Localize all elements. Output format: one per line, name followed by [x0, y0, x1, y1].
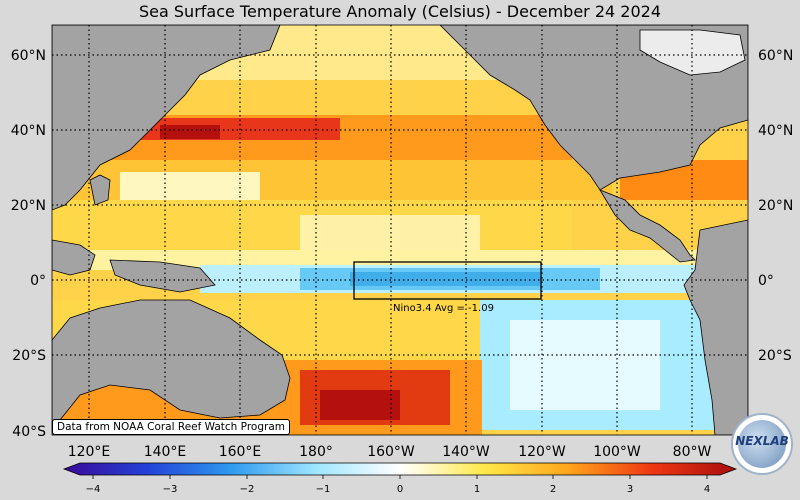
colorbar-tick-label: −3 [163, 484, 178, 495]
lat-label: 20°N [758, 198, 793, 214]
colorbar: −4 −3 −2 −1 0 1 2 3 4 [62, 462, 738, 495]
lon-label: 160°W [367, 444, 415, 460]
lon-label: 120°E [68, 444, 111, 460]
logo-text: NEXLAB [735, 434, 789, 448]
globe-icon [738, 420, 786, 468]
lat-label: 20°N [11, 198, 46, 214]
lat-label: 60°N [758, 48, 793, 64]
lat-label: 40°S [12, 424, 46, 440]
lat-labels-left: 60°N 40°N 20°N 0° 20°S 40°S [11, 48, 46, 440]
colorbar-tick-label: −4 [86, 484, 101, 495]
lat-label: 20°S [12, 348, 46, 364]
nino34-box [353, 261, 542, 300]
map-title: Sea Surface Temperature Anomaly (Celsius… [139, 2, 661, 21]
lat-label: 40°N [11, 123, 46, 139]
colorbar-tick-label: 0 [397, 484, 403, 495]
map-frame [51, 24, 749, 436]
lat-label: 0° [758, 273, 774, 289]
lon-label: 100°W [593, 444, 641, 460]
lat-label: 20°S [758, 348, 792, 364]
lat-label: 60°N [11, 48, 46, 64]
colorbar-tick-label: 3 [627, 484, 633, 495]
lon-label: 160°E [219, 444, 262, 460]
lon-label: 180° [299, 444, 333, 460]
map-area [52, 25, 748, 435]
lon-label: 120°W [518, 444, 566, 460]
lat-label: 40°N [758, 123, 793, 139]
colorbar-tick-label: 1 [474, 484, 480, 495]
lon-labels: 120°E 140°E 160°E 180° 160°W 140°W 120°W… [68, 444, 712, 460]
lat-label: 0° [30, 273, 46, 289]
graticule [52, 25, 748, 435]
colorbar-bar [62, 462, 738, 476]
colorbar-tick-label: 2 [550, 484, 556, 495]
lat-labels-right: 60°N 40°N 20°N 0° 20°S [758, 48, 793, 364]
colorbar-tick-label: 4 [704, 484, 710, 495]
colorbar-tick-label: −1 [316, 484, 331, 495]
nino34-label: Nino3.4 Avg = -1.09 [393, 303, 494, 314]
data-credit-label: Data from NOAA Coral Reef Watch Program [52, 419, 290, 435]
colorbar-tick-label: −2 [240, 484, 255, 495]
lon-label: 80°W [673, 444, 712, 460]
lon-label: 140°W [442, 444, 490, 460]
nexlab-logo[interactable]: NEXLAB [731, 413, 793, 475]
lon-label: 140°E [144, 444, 187, 460]
